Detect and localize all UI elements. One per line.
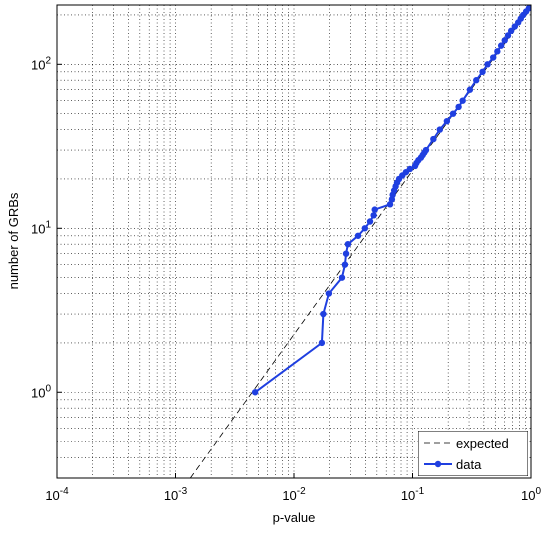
tick-label-base: 10 xyxy=(45,488,59,503)
data-point xyxy=(325,290,333,297)
legend-label: expected xyxy=(456,436,509,451)
data-point xyxy=(342,250,350,257)
tick-label-exponent: -4 xyxy=(60,486,69,497)
tick-label-base: 10 xyxy=(164,488,178,503)
y-axis-label: number of GRBs xyxy=(6,192,21,289)
data-point xyxy=(354,232,362,239)
tick-label-exponent: 0 xyxy=(535,486,541,497)
tick-label-base: 10 xyxy=(31,57,45,72)
tick-label: 101 xyxy=(31,219,51,236)
legend-label: data xyxy=(456,457,482,472)
tick-label-base: 10 xyxy=(31,221,45,236)
x-axis-label: p-value xyxy=(273,510,316,525)
data-point xyxy=(507,27,515,35)
data-point xyxy=(490,54,497,61)
data-point xyxy=(436,126,444,133)
data-point xyxy=(386,201,394,208)
tick-label: 100 xyxy=(521,486,541,503)
data-point xyxy=(459,97,466,104)
tick-label: 102 xyxy=(31,55,51,72)
data-point xyxy=(430,135,437,143)
data-point xyxy=(501,37,508,44)
tick-label-base: 10 xyxy=(31,385,45,400)
data-point xyxy=(320,310,327,318)
tick-label: 10-2 xyxy=(282,486,306,503)
tick-label-base: 10 xyxy=(401,488,415,503)
data-point xyxy=(455,103,462,111)
data-point xyxy=(504,32,512,39)
tick-label-exponent: -3 xyxy=(178,486,187,497)
data-point xyxy=(449,110,457,117)
data-point xyxy=(318,339,326,347)
legend-box xyxy=(418,431,528,476)
data-point xyxy=(371,206,378,213)
tick-label: 10-3 xyxy=(164,486,188,503)
plot-area xyxy=(57,5,531,478)
data-point xyxy=(466,86,474,93)
data-point xyxy=(479,68,486,76)
tick-label-base: 10 xyxy=(521,488,535,503)
data-point xyxy=(341,261,349,268)
data-point xyxy=(527,5,531,10)
data-point xyxy=(366,218,374,225)
data-point xyxy=(338,274,346,281)
data-point xyxy=(344,240,352,248)
tick-label: 10-4 xyxy=(45,486,69,503)
series-line xyxy=(189,6,531,478)
tick-label-exponent: 2 xyxy=(45,55,51,66)
data-point xyxy=(473,77,480,84)
tick-label-exponent: -2 xyxy=(297,486,306,497)
data-point xyxy=(497,42,505,49)
data-point xyxy=(370,212,377,219)
tick-label-exponent: 0 xyxy=(45,383,51,394)
tick-label: 100 xyxy=(31,383,51,400)
data-point xyxy=(251,389,259,396)
legend-marker xyxy=(434,460,442,468)
tick-label-exponent: 1 xyxy=(45,219,51,230)
data-point xyxy=(406,165,414,173)
data-point xyxy=(361,225,369,232)
data-point xyxy=(422,146,430,154)
tick-label-exponent: -1 xyxy=(415,486,424,497)
tick-label: 10-1 xyxy=(401,486,425,503)
data-point xyxy=(443,117,451,125)
data-point xyxy=(494,48,501,55)
data-point xyxy=(484,61,491,68)
tick-label-base: 10 xyxy=(282,488,296,503)
